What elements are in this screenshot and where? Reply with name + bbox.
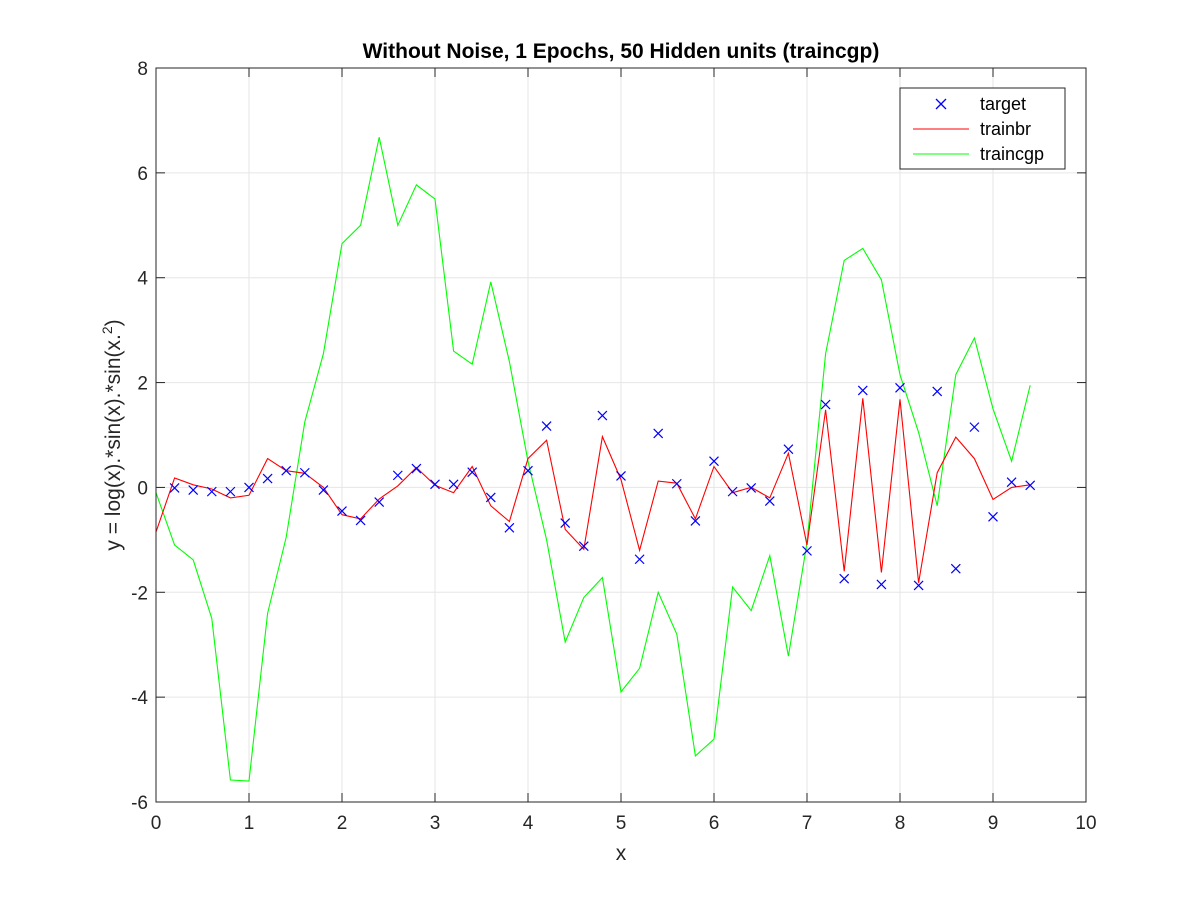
target-marker	[1025, 480, 1036, 491]
series-line-traincgp	[155, 137, 1031, 782]
target-marker	[1006, 477, 1017, 488]
legend-target-marker	[935, 98, 947, 110]
target-marker	[244, 482, 254, 493]
x-tick-label: 5	[616, 813, 627, 834]
y-tick-label: -6	[131, 793, 148, 814]
legend-target-label: target	[980, 94, 1026, 114]
target-marker	[560, 518, 571, 529]
target-marker	[523, 465, 533, 476]
series-layer	[155, 137, 1036, 782]
y-tick-label: 6	[137, 164, 148, 185]
target-marker	[653, 428, 664, 439]
x-tick-label: 1	[244, 813, 255, 834]
legend-item-traincgp: traincgp	[913, 144, 1044, 164]
target-marker	[262, 473, 273, 484]
target-marker	[485, 492, 496, 503]
target-marker	[876, 579, 887, 590]
target-marker	[578, 541, 589, 552]
target-marker	[411, 463, 422, 474]
target-marker	[541, 421, 552, 432]
target-marker	[318, 485, 329, 495]
target-marker	[188, 485, 199, 495]
target-marker	[727, 486, 738, 497]
ticks: 0 1 2 3 4 5 6 7 8 9 10 -6 -4 -2 0 2 4 6 8	[131, 59, 1096, 834]
target-marker	[802, 545, 812, 556]
x-tick-label: 9	[988, 813, 999, 834]
target-marker	[671, 478, 682, 489]
y-axis-label: y = log(x).*sin(x).*sin(x.2)	[99, 319, 125, 550]
target-marker	[597, 410, 608, 421]
y-tick-label: 2	[137, 374, 148, 395]
target-marker	[392, 470, 403, 481]
x-tick-label: 4	[523, 813, 534, 834]
target-marker	[857, 385, 868, 396]
target-marker	[467, 467, 478, 478]
target-marker	[950, 563, 961, 574]
series-line-trainbr	[155, 398, 1031, 583]
target-marker	[448, 479, 459, 490]
target-marker	[746, 483, 757, 493]
y-tick-label: -4	[131, 688, 148, 709]
y-tick-label: 0	[137, 478, 148, 499]
y-axis-label-end: )	[102, 319, 125, 326]
target-marker	[764, 496, 775, 506]
x-tick-label: 7	[802, 813, 813, 834]
target-marker	[355, 515, 366, 526]
chart-title: Without Noise, 1 Epochs, 50 Hidden units…	[363, 40, 880, 63]
legend-traincgp-label: traincgp	[980, 144, 1044, 164]
target-marker	[839, 573, 850, 584]
legend-item-target: target	[935, 94, 1026, 114]
y-tick-label: -2	[131, 583, 148, 604]
target-marker	[299, 467, 310, 478]
target-marker	[969, 422, 980, 433]
target-marker	[895, 382, 905, 393]
target-marker	[504, 522, 515, 533]
target-marker	[783, 444, 794, 455]
target-marker	[913, 580, 924, 591]
target-marker	[616, 470, 626, 481]
x-tick-label: 3	[430, 813, 441, 834]
target-marker	[932, 386, 943, 397]
target-marker	[690, 516, 701, 526]
y-axis-label-main: y = log(x).*sin(x).*sin(x.	[102, 334, 125, 550]
target-marker	[709, 456, 719, 467]
y-tick-label: 4	[137, 269, 148, 290]
x-tick-label: 8	[895, 813, 906, 834]
legend: target trainbr traincgp	[899, 87, 1066, 170]
target-marker	[374, 497, 385, 508]
x-tick-label: 0	[151, 813, 162, 834]
x-tick-label: 6	[709, 813, 720, 834]
legend-trainbr-label: trainbr	[980, 119, 1031, 139]
legend-item-trainbr: trainbr	[913, 119, 1031, 139]
y-tick-label: 8	[137, 59, 148, 80]
x-tick-label: 2	[337, 813, 348, 834]
x-axis-label: x	[616, 842, 627, 865]
target-marker	[634, 554, 645, 565]
target-marker	[337, 506, 347, 516]
target-marker	[225, 486, 236, 497]
target-marker	[430, 479, 440, 490]
target-marker	[820, 399, 831, 410]
target-marker	[169, 483, 180, 493]
y-axis-label-superscript: 2	[99, 326, 115, 334]
target-marker	[988, 511, 998, 522]
target-marker	[206, 486, 217, 497]
target-marker	[281, 465, 292, 476]
x-tick-label: 10	[1075, 813, 1096, 834]
